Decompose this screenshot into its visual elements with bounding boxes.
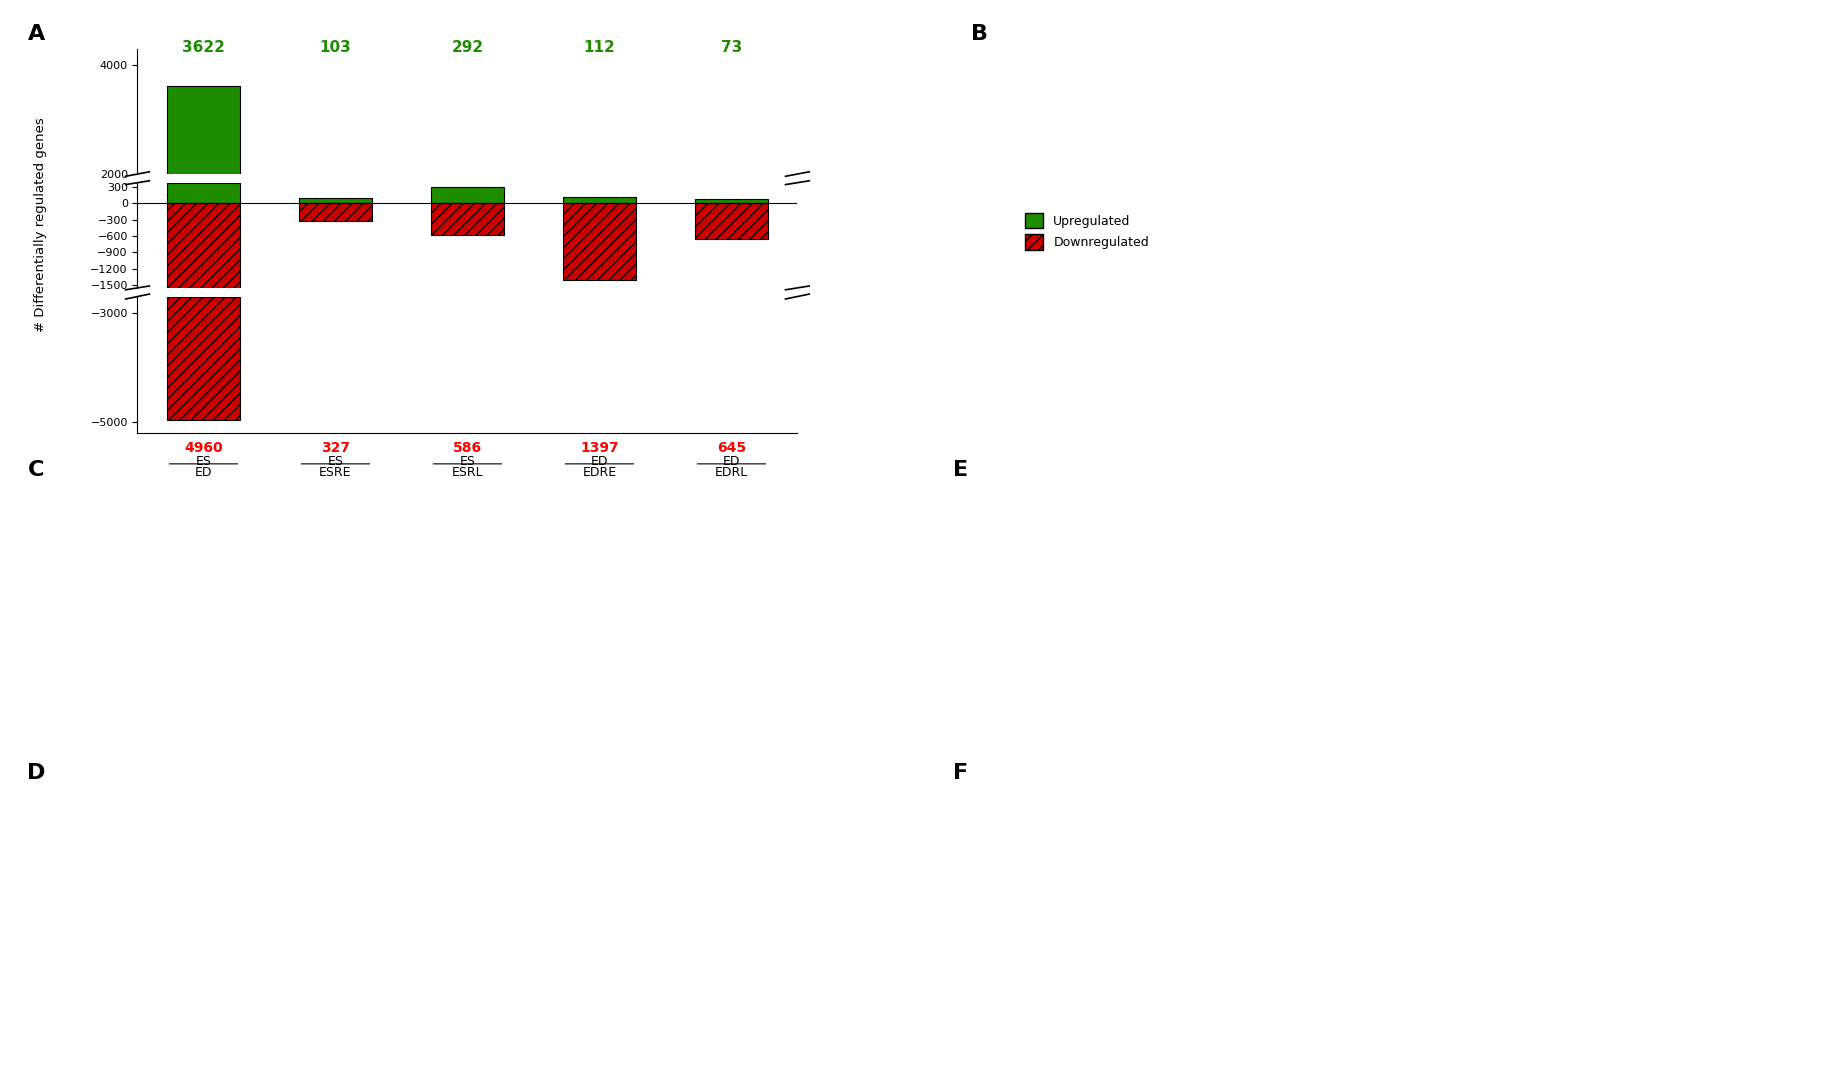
Text: 586: 586 — [453, 441, 482, 454]
Bar — [299, 198, 372, 203]
Bar — [299, 203, 372, 221]
Bar — [694, 199, 768, 203]
Bar — [562, 203, 636, 279]
Text: ES: ES — [460, 454, 474, 467]
Text: D: D — [27, 763, 46, 782]
Text: ED: ED — [590, 454, 608, 467]
Text: EDRE: EDRE — [583, 465, 616, 478]
Text: ESRE: ESRE — [319, 465, 352, 478]
Text: EDRL: EDRL — [714, 465, 747, 478]
Text: 73: 73 — [720, 40, 742, 55]
Text: ESRL: ESRL — [451, 465, 484, 478]
Text: # Differentially regulated genes: # Differentially regulated genes — [33, 117, 48, 332]
Bar — [167, 296, 240, 420]
Legend: Upregulated, Downregulated: Upregulated, Downregulated — [1019, 208, 1154, 254]
Bar — [431, 187, 504, 203]
Text: F: F — [953, 763, 967, 782]
Text: 3622: 3622 — [181, 40, 225, 55]
Text: E: E — [953, 460, 967, 479]
Text: ES: ES — [328, 454, 343, 467]
Bar — [167, 183, 240, 203]
Text: A: A — [27, 24, 44, 43]
Bar — [167, 85, 240, 174]
Text: 103: 103 — [319, 40, 352, 55]
Text: ES: ES — [196, 454, 211, 467]
Text: ED: ED — [722, 454, 740, 467]
Text: 1397: 1397 — [579, 441, 619, 454]
Bar — [694, 203, 768, 238]
Text: ED: ED — [194, 465, 213, 478]
Text: 292: 292 — [451, 40, 484, 55]
Text: B: B — [971, 24, 987, 43]
Text: 4960: 4960 — [183, 441, 224, 454]
Text: 645: 645 — [716, 441, 746, 454]
Bar — [562, 197, 636, 203]
Bar — [167, 203, 240, 288]
Text: 112: 112 — [583, 40, 616, 55]
Text: 327: 327 — [321, 441, 350, 454]
Text: C: C — [27, 460, 44, 479]
Bar — [431, 203, 504, 236]
